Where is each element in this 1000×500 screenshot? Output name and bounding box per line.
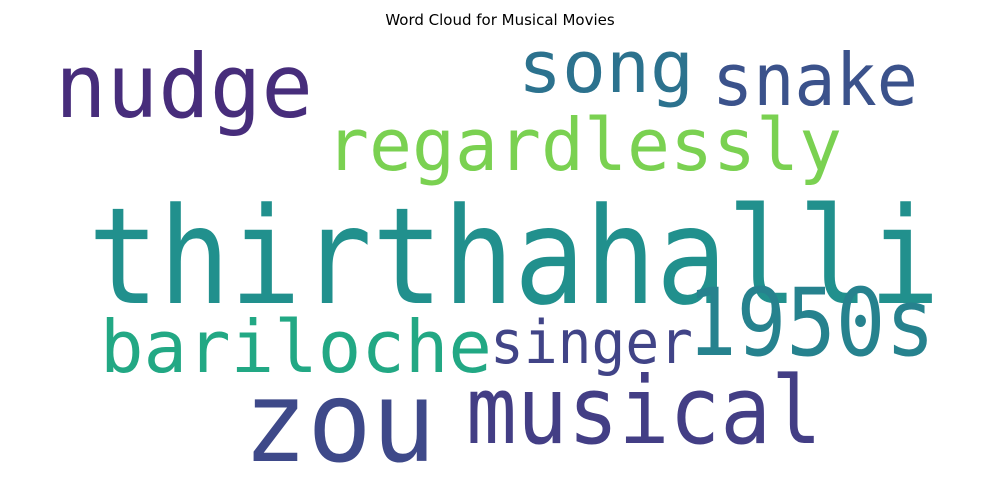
word-bariloche: bariloche <box>100 305 492 389</box>
chart-title: Word Cloud for Musical Movies <box>385 11 615 29</box>
word-snake: snake <box>712 38 918 122</box>
word-singer: singer <box>490 308 693 378</box>
word-musical: musical <box>466 357 822 466</box>
word-1950s: 1950s <box>687 269 935 378</box>
word-zou: zou <box>243 358 436 488</box>
word-thirthahalli: thirthahalli <box>88 179 940 335</box>
word-song: song <box>518 25 694 109</box>
word-regardlessly: regardlessly <box>326 103 842 187</box>
word-nudge: nudge <box>55 35 313 138</box>
